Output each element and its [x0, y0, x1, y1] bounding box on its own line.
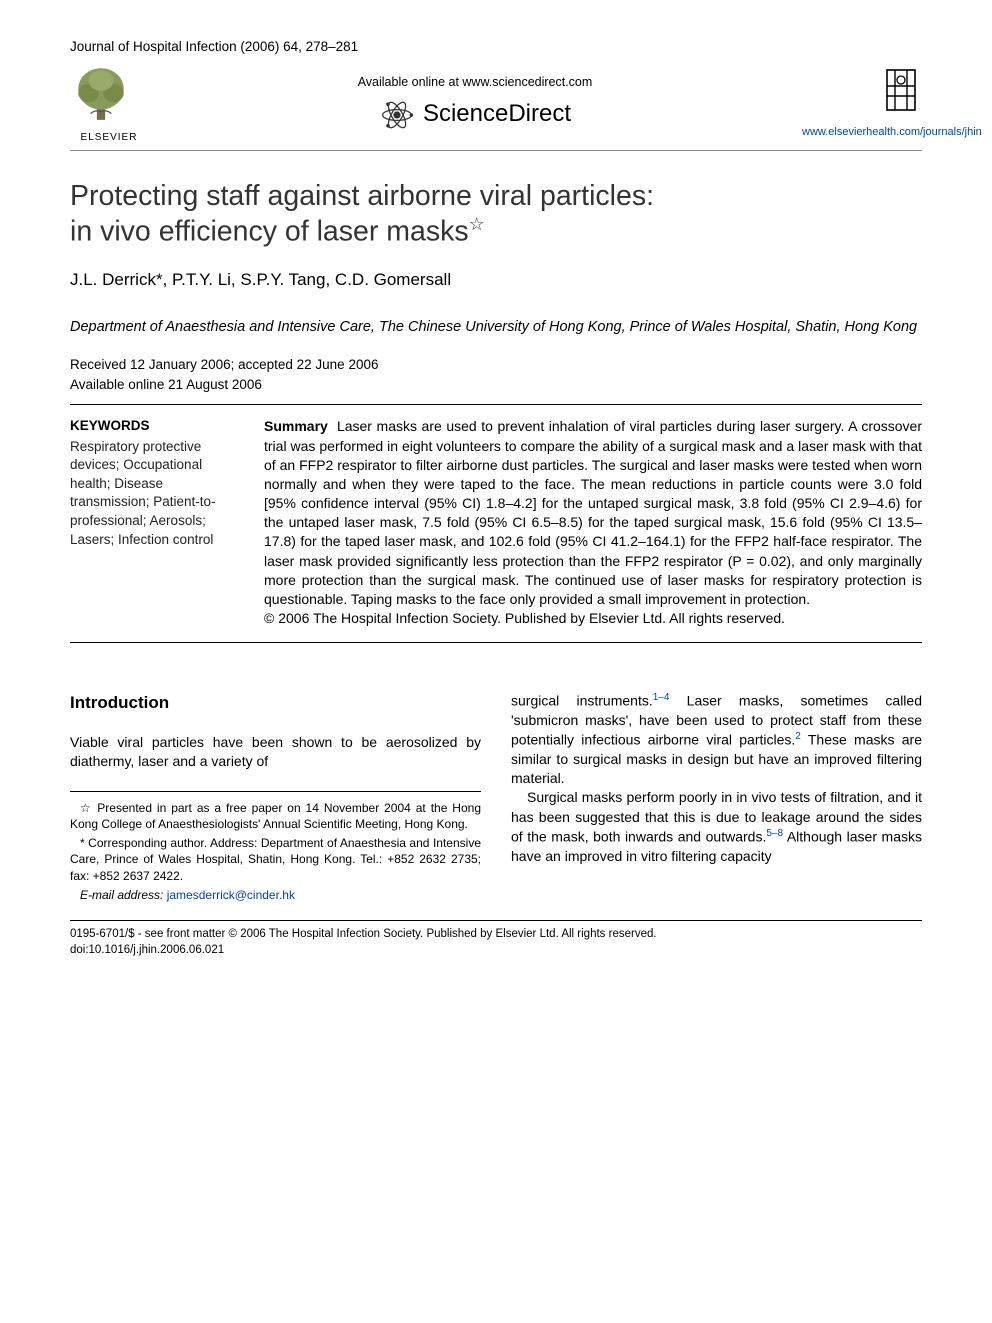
jhi-block: www.elsevierhealth.com/journals/jhin	[802, 66, 922, 140]
footnote-email: E-mail address: jamesderrick@cinder.hk	[70, 887, 481, 903]
sciencedirect-block: Available online at www.sciencedirect.co…	[148, 74, 802, 133]
footnote-star: ☆ Presented in part as a free paper on 1…	[70, 800, 481, 832]
footnote-corresponding: * Corresponding author. Address: Departm…	[70, 835, 481, 884]
keywords-abstract-row: KEYWORDS Respiratory protective devices;…	[70, 405, 922, 643]
citation-1-4[interactable]: 1–4	[653, 692, 670, 703]
jhi-logo-icon	[880, 66, 922, 114]
doi-block: 0195-6701/$ - see front matter © 2006 Th…	[70, 927, 922, 958]
authors: J.L. Derrick*, P.T.Y. Li, S.P.Y. Tang, C…	[70, 269, 922, 292]
front-matter-line: 0195-6701/$ - see front matter © 2006 Th…	[70, 927, 922, 943]
citation-5-8[interactable]: 5–8	[766, 828, 783, 839]
article-title: Protecting staff against airborne viral …	[70, 179, 922, 249]
abstract-copyright: © 2006 The Hospital Infection Society. P…	[264, 610, 785, 626]
sciencedirect-logo-row: ScienceDirect	[148, 97, 802, 133]
elsevier-label: ELSEVIER	[70, 131, 148, 145]
keywords-list: Respiratory protective devices; Occupati…	[70, 438, 240, 550]
sciencedirect-brand: ScienceDirect	[423, 98, 571, 130]
body-columns: Introduction Viable viral particles have…	[70, 691, 922, 906]
intro-paragraph-right-2: Surgical masks perform poorly in in vivo…	[511, 788, 922, 865]
intro-paragraph-right-1: surgical instruments.1–4 Laser masks, so…	[511, 691, 922, 788]
email-label: E-mail address:	[80, 888, 163, 902]
elsevier-logo: ELSEVIER	[70, 62, 148, 144]
title-line-2: in vivo efficiency of laser masks	[70, 216, 469, 248]
available-online-text: Available online at www.sciencedirect.co…	[148, 74, 802, 91]
affiliation: Department of Anaesthesia and Intensive …	[70, 318, 922, 338]
intro-r1-a: surgical instruments.	[511, 693, 653, 709]
right-column: surgical instruments.1–4 Laser masks, so…	[511, 691, 922, 906]
journal-reference: Journal of Hospital Infection (2006) 64,…	[70, 38, 358, 56]
email-address[interactable]: jamesderrick@cinder.hk	[167, 888, 295, 902]
abstract-column: Summary Laser masks are used to prevent …	[250, 405, 922, 642]
keywords-column: KEYWORDS Respiratory protective devices;…	[70, 405, 250, 642]
available-online: Available online 21 August 2006	[70, 376, 922, 394]
abstract-text: Laser masks are used to prevent inhalati…	[264, 418, 922, 607]
header-row: ELSEVIER Available online at www.science…	[70, 62, 922, 151]
elsevier-tree-icon	[70, 62, 132, 124]
received-accepted: Received 12 January 2006; accepted 22 Ju…	[70, 356, 922, 374]
summary-label: Summary	[264, 418, 328, 434]
rule-above-doi	[70, 920, 922, 921]
title-footnote-star: ☆	[469, 214, 485, 234]
keywords-heading: KEYWORDS	[70, 417, 240, 435]
left-column: Introduction Viable viral particles have…	[70, 691, 481, 906]
intro-paragraph-left: Viable viral particles have been shown t…	[70, 733, 481, 771]
introduction-heading: Introduction	[70, 691, 481, 714]
title-line-1: Protecting staff against airborne viral …	[70, 180, 654, 212]
footnotes-block: ☆ Presented in part as a free paper on 1…	[70, 791, 481, 903]
doi-line: doi:10.1016/j.jhin.2006.06.021	[70, 943, 922, 959]
sciencedirect-atom-icon	[379, 97, 415, 133]
journal-url[interactable]: www.elsevierhealth.com/journals/jhin	[802, 125, 922, 140]
